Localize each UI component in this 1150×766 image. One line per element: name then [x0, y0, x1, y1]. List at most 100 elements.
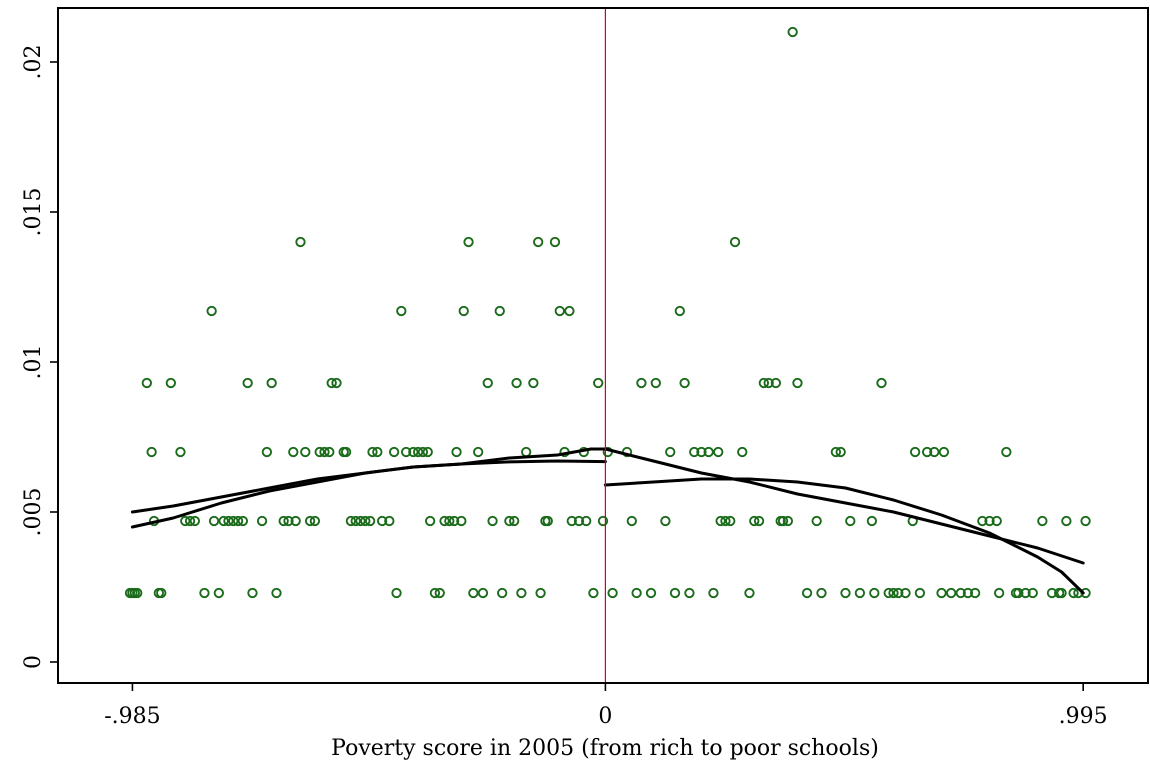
- data-point: [384, 515, 395, 527]
- x-axis-title: Poverty score in 2005 (from rich to poor…: [331, 736, 879, 761]
- data-point: [326, 377, 337, 389]
- x-tick-label: -.985: [104, 704, 160, 729]
- data-point: [725, 515, 736, 527]
- data-point: [412, 446, 424, 458]
- data-point: [288, 446, 299, 458]
- data-point: [448, 515, 460, 527]
- y-tick-label: .02: [21, 45, 46, 80]
- data-point: [969, 587, 981, 599]
- data-point: [208, 515, 220, 527]
- x-tick-label: .995: [1059, 704, 1108, 729]
- data-point: [314, 446, 325, 458]
- data-point: [283, 515, 294, 527]
- data-point: [319, 446, 330, 458]
- data-point: [482, 377, 493, 389]
- data-point: [830, 446, 842, 458]
- data-points: [124, 26, 1091, 599]
- data-point: [451, 446, 462, 458]
- data-point: [588, 587, 599, 599]
- data-point: [422, 446, 433, 458]
- data-point: [573, 515, 585, 527]
- data-point: [665, 446, 676, 458]
- data-point: [593, 377, 604, 389]
- data-point: [360, 515, 371, 527]
- data-point: [156, 587, 167, 599]
- fit-line-left-2: [130, 447, 607, 514]
- data-point: [458, 305, 469, 317]
- data-point: [835, 446, 846, 458]
- data-point: [737, 446, 748, 458]
- data-point: [811, 515, 822, 527]
- data-point: [816, 587, 827, 599]
- data-point: [340, 446, 352, 458]
- data-point: [184, 515, 196, 527]
- data-point: [141, 377, 152, 389]
- data-point: [434, 587, 445, 599]
- data-point: [626, 515, 637, 527]
- data-point: [744, 587, 755, 599]
- data-point: [660, 515, 671, 527]
- data-point: [715, 515, 726, 527]
- data-point: [542, 515, 553, 527]
- data-point: [1013, 587, 1024, 599]
- data-point: [888, 587, 899, 599]
- data-point: [955, 587, 966, 599]
- data-point: [787, 26, 798, 38]
- data-point: [962, 587, 974, 599]
- data-point: [391, 587, 402, 599]
- data-point: [223, 515, 234, 527]
- data-point: [938, 446, 950, 458]
- data-point: [696, 446, 707, 458]
- data-point: [266, 377, 277, 389]
- data-point: [309, 515, 321, 527]
- data-point: [991, 515, 1002, 527]
- data-point: [278, 515, 289, 527]
- data-point: [429, 587, 441, 599]
- data-point: [509, 515, 520, 527]
- data-point: [511, 377, 522, 389]
- y-tick-label: 0: [21, 655, 46, 669]
- data-point: [679, 377, 690, 389]
- data-point: [304, 515, 316, 527]
- data-point: [324, 446, 335, 458]
- data-point: [300, 446, 311, 458]
- data-point: [720, 515, 731, 527]
- data-point: [549, 236, 561, 248]
- data-point: [497, 587, 508, 599]
- y-tick-label: .005: [21, 488, 46, 537]
- data-point: [763, 377, 774, 389]
- data-point: [165, 377, 176, 389]
- data-point: [703, 446, 714, 458]
- data-point: [424, 515, 436, 527]
- data-point: [400, 446, 412, 458]
- data-point: [417, 446, 429, 458]
- data-point: [636, 377, 647, 389]
- data-point: [535, 587, 546, 599]
- data-point: [345, 515, 357, 527]
- y-tick-label: .015: [21, 188, 46, 237]
- data-point: [684, 587, 695, 599]
- data-point: [645, 587, 657, 599]
- data-point: [463, 236, 474, 248]
- data-point: [367, 446, 378, 458]
- data-point: [581, 515, 592, 527]
- data-point: [909, 446, 921, 458]
- data-point: [1080, 515, 1091, 527]
- data-point: [189, 515, 201, 527]
- data-point: [945, 587, 957, 599]
- fit-line-right-4: [603, 447, 1085, 565]
- data-point: [845, 515, 856, 527]
- data-point: [372, 446, 383, 458]
- data-point: [206, 305, 217, 317]
- data-point: [355, 515, 366, 527]
- data-point: [854, 587, 866, 599]
- data-point: [175, 446, 186, 458]
- data-point: [494, 305, 505, 317]
- data-point: [1061, 515, 1072, 527]
- data-point: [388, 446, 400, 458]
- data-point: [669, 587, 681, 599]
- data-point: [921, 446, 933, 458]
- data-point: [232, 515, 244, 527]
- data-point: [456, 515, 467, 527]
